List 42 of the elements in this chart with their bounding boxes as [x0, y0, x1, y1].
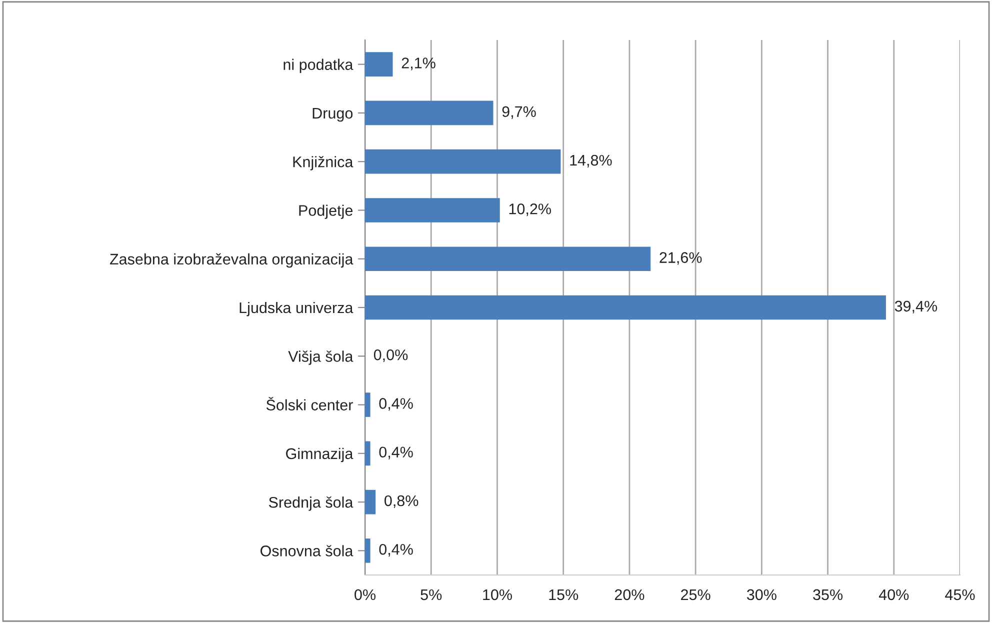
y-tick-label: ni podatka: [284, 58, 354, 74]
y-tick-label: Ljudska univerza: [240, 302, 354, 316]
bar: [365, 392, 370, 417]
y-tick-label: Knjižnica: [293, 156, 354, 170]
data-label: 2,1%: [402, 58, 436, 70]
bar: [365, 441, 370, 466]
data-label: 21,6%: [660, 252, 702, 265]
x-tick-label: 0%: [354, 589, 376, 600]
x-tick-label: 15%: [549, 589, 578, 600]
data-label: 0,8%: [384, 495, 418, 508]
bar: [365, 490, 376, 514]
y-tick-label: Drugo: [312, 108, 353, 122]
y-tick-label: Srednja šola: [268, 496, 354, 511]
data-label: 39,4%: [894, 300, 938, 314]
bar: [365, 100, 494, 126]
x-tick-label: 25%: [681, 589, 710, 600]
y-tick-label: Višja šola: [288, 350, 354, 365]
bar: [365, 246, 651, 272]
x-tick-label: 35%: [813, 589, 843, 600]
x-tick-label: 10%: [483, 589, 512, 600]
data-label: 10,2%: [509, 204, 551, 216]
x-tick-label: 45%: [945, 589, 975, 600]
x-tick-label: 20%: [614, 589, 644, 600]
data-label: 9,7%: [502, 106, 536, 119]
data-label: 0,4%: [379, 544, 413, 557]
x-tick-label: 40%: [878, 589, 909, 600]
y-tick-label: Osnovna šola: [260, 545, 354, 556]
data-label: 0,4%: [379, 446, 413, 460]
data-label: 0,4%: [379, 398, 413, 411]
bar: [365, 538, 370, 563]
bar: [365, 295, 886, 320]
bar: [365, 52, 393, 76]
bar: [365, 198, 500, 222]
y-tick-label: Podjetje: [299, 204, 353, 219]
bar: [365, 149, 561, 174]
y-tick-label: Šolski center: [266, 396, 353, 410]
x-tick-label: 30%: [746, 589, 776, 600]
y-tick-label: Gimnazija: [286, 448, 354, 462]
data-label: 14,8%: [570, 154, 612, 168]
data-label: 0,0%: [374, 349, 408, 362]
x-tick-label: 5%: [420, 589, 442, 600]
y-tick-label: Zasebna izobraževalna organizacija: [110, 253, 354, 268]
